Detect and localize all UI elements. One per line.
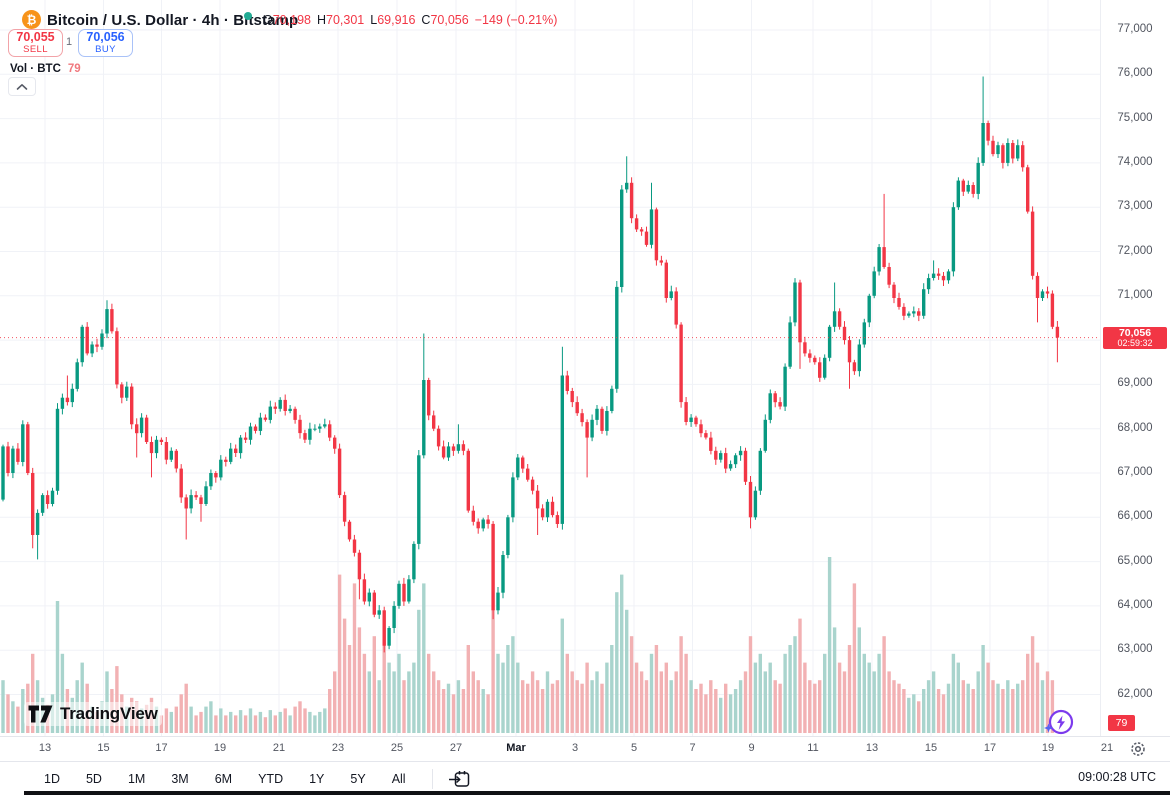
buy-price: 70,056 — [86, 30, 125, 45]
price-axis-label: 62,000 — [1117, 687, 1153, 700]
low-label: L — [370, 13, 378, 27]
price-axis-label: 75,000 — [1117, 111, 1153, 124]
sell-button[interactable]: 70,055 SELL — [8, 29, 63, 57]
price-axis-label: 63,000 — [1117, 643, 1153, 656]
time-axis-label: 13 — [38, 742, 52, 754]
range-button-3m[interactable]: 3M — [171, 771, 189, 786]
time-axis-label: 27 — [449, 742, 463, 754]
tradingview-watermark: TradingView — [24, 702, 162, 726]
time-axis-label: 19 — [213, 742, 227, 754]
volume-label: Vol · BTC — [10, 63, 61, 75]
price-axis-label: 73,000 — [1117, 200, 1153, 213]
ohlc-readout: O70,198 H70,301 L69,916 C70,056 −149 (−0.21%… — [263, 13, 557, 27]
change-value: −149 (−0.21%) — [474, 13, 558, 27]
price-axis-label: 71,000 — [1117, 288, 1153, 301]
market-open-dot-icon — [244, 12, 252, 20]
current-price-badge: 70,056 02:59:32 — [1103, 326, 1167, 349]
time-axis[interactable]: 13 15 17 19 21 23 25 27 Mar 3 5 7 9 11 13 15 17 19 21 — [0, 736, 1170, 761]
open-label: O — [263, 13, 273, 27]
bottom-window-edge — [24, 791, 1170, 795]
range-button-5y[interactable]: 5Y — [350, 771, 366, 786]
time-axis-label: 5 — [630, 742, 638, 754]
range-toolbar: 1D 5D 1M 3M 6M YTD 1Y 5Y All 09:00:28 UTC — [0, 761, 1170, 795]
chevron-up-icon — [16, 83, 28, 90]
bitcoin-icon: ₿ — [22, 10, 41, 29]
price-axis-label: 67,000 — [1117, 466, 1153, 478]
volume-indicator-row[interactable]: Vol · BTC 79 — [10, 63, 81, 75]
buy-button[interactable]: 70,056 BUY — [78, 29, 133, 57]
range-button-5d[interactable]: 5D — [85, 771, 102, 786]
time-axis-label: 3 — [571, 742, 579, 754]
collapse-panel-button[interactable] — [8, 77, 36, 96]
close-value: 70,056 — [430, 13, 469, 27]
time-axis-label: 21 — [1100, 742, 1114, 754]
price-axis-border — [1100, 0, 1101, 736]
range-button-1y[interactable]: 1Y — [309, 771, 325, 786]
go-to-date-button[interactable] — [448, 769, 471, 789]
price-axis-label: 69,000 — [1117, 377, 1153, 390]
price-axis-label: 72,000 — [1117, 244, 1153, 257]
session-clock[interactable]: 09:00:28 UTC — [1078, 770, 1156, 784]
toolbar-divider — [431, 768, 433, 789]
spread-value: 1 — [66, 36, 73, 48]
open-value: 70,198 — [272, 13, 311, 27]
range-button-6m[interactable]: 6M — [214, 771, 233, 786]
current-volume-badge: 79 — [1108, 715, 1135, 731]
price-axis-label: 76,000 — [1117, 67, 1153, 80]
time-axis-label: 17 — [155, 742, 168, 754]
price-axis-label: 77,000 — [1117, 23, 1153, 35]
symbol-title[interactable]: Bitcoin / U.S. Dollar · 4h · Bitstamp — [47, 12, 299, 29]
time-axis-label: 7 — [689, 742, 696, 754]
time-axis-label: 21 — [272, 742, 286, 754]
sparkle-icon — [1044, 723, 1053, 733]
volume-value: 79 — [67, 63, 81, 75]
time-axis-label: Mar — [506, 742, 526, 754]
time-axis-label: 25 — [390, 742, 404, 754]
price-axis-label: 68,000 — [1117, 421, 1153, 434]
price-axis-label: 66,000 — [1117, 510, 1153, 523]
range-button-all[interactable]: All — [391, 771, 406, 786]
price-axis-label: 74,000 — [1117, 155, 1153, 168]
time-axis-label: 17 — [983, 742, 997, 754]
time-axis-label: 23 — [331, 742, 345, 754]
low-value: 69,916 — [377, 13, 416, 27]
price-axis-label: 65,000 — [1117, 554, 1153, 567]
time-axis-label: 9 — [748, 742, 755, 754]
high-label: H — [316, 13, 326, 27]
range-button-1d[interactable]: 1D — [44, 771, 60, 786]
axis-settings-gear-icon[interactable] — [1128, 739, 1148, 759]
close-label: C — [421, 13, 431, 27]
time-axis-label: 19 — [1041, 742, 1055, 754]
price-axis-label: 64,000 — [1117, 598, 1153, 611]
candle-countdown: 02:59:32 — [1117, 338, 1153, 349]
watermark-text: TradingView — [60, 704, 158, 723]
time-axis-label: 11 — [807, 742, 819, 754]
time-axis-label: 15 — [97, 742, 110, 754]
current-price: 70,056 — [1118, 326, 1152, 339]
flash-boost-icon[interactable] — [1041, 704, 1079, 742]
time-axis-labels: 13 15 17 19 21 23 25 27 Mar 3 5 7 9 11 13 15 17 19 21 — [0, 737, 1118, 762]
candlestick-chart[interactable] — [0, 0, 1100, 736]
range-button-1m[interactable]: 1M — [127, 771, 146, 786]
buy-label: BUY — [95, 43, 116, 55]
sell-price: 70,055 — [16, 30, 55, 45]
time-axis-label: 15 — [924, 742, 938, 754]
sell-label: SELL — [23, 43, 48, 55]
time-axis-label: 13 — [865, 742, 879, 754]
tradingview-logo-icon — [28, 705, 53, 723]
range-button-ytd[interactable]: YTD — [258, 771, 284, 786]
calendar-arrow-icon — [448, 770, 469, 787]
high-value: 70,301 — [326, 13, 365, 27]
